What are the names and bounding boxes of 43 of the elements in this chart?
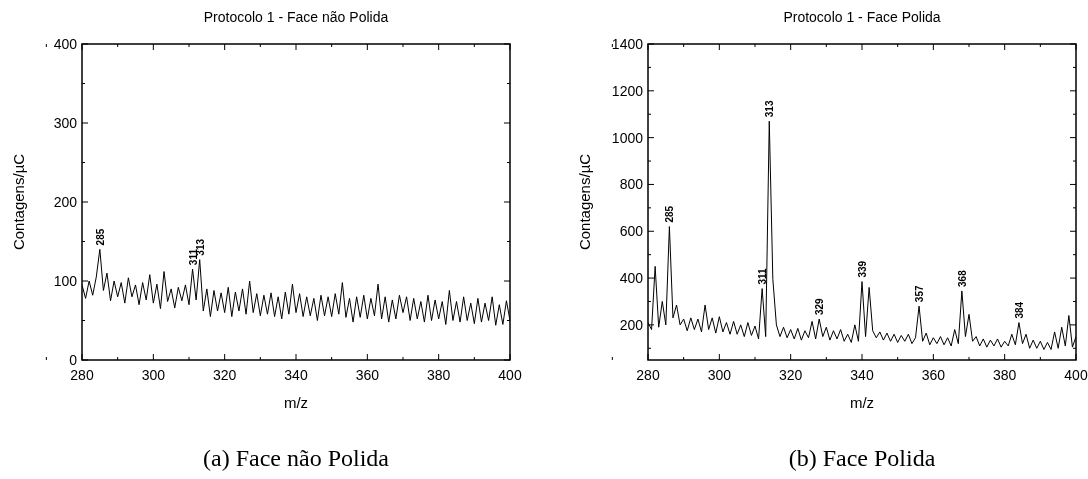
annotation: 285 [94, 228, 106, 246]
y-tick-label: 200 [619, 316, 644, 333]
x-tick-label: 300 [707, 367, 732, 383]
x-tick-label: 360 [355, 367, 380, 383]
y-tick-label: 100 [53, 273, 78, 289]
x-tick-label: 280 [70, 367, 94, 383]
x-tick-label: 280 [636, 367, 660, 383]
x-tick-label: 400 [498, 367, 522, 383]
y-tick-label: 1200 [611, 82, 644, 99]
chart-title: Protocolo 1 - Face não Polida [203, 9, 389, 25]
annotation: 285 [664, 205, 676, 223]
annotation: 329 [814, 297, 826, 316]
annotation: 357 [914, 285, 926, 303]
y-tick-label: 200 [53, 194, 78, 210]
y-tick-label: 1000 [611, 129, 644, 146]
y-tick-label: 800 [619, 176, 644, 193]
x-axis-title: m/z [849, 394, 875, 411]
annotation: 339 [857, 260, 868, 278]
x-tick-label: 300 [141, 367, 166, 383]
x-tick-label: 380 [426, 367, 451, 383]
x-tick-label: 360 [921, 367, 946, 383]
annotation: 313 [764, 100, 776, 118]
y-tick-label: 400 [53, 36, 78, 52]
annotation: 384 [1013, 301, 1025, 319]
annotation: 311 [757, 268, 769, 285]
chart-title: Protocolo 1 - Face Polida [783, 9, 941, 25]
x-tick-label: 400 [1064, 367, 1088, 383]
y-tick-label: 600 [619, 223, 644, 240]
y-tick-label: 400 [619, 270, 644, 287]
x-axis-title: m/z [283, 394, 309, 411]
y-axis-title: Contagens/µC [10, 153, 27, 251]
x-tick-label: 380 [992, 367, 1017, 383]
y-tick-label: 0 [69, 352, 78, 368]
x-tick-label: 320 [778, 367, 803, 383]
y-tick-label: 1400 [611, 36, 644, 52]
text: (a) Face não Polida [203, 445, 390, 471]
y-axis-title: Contagens/µC [576, 153, 593, 251]
y-tick-label: 300 [53, 115, 78, 131]
annotation: 368 [956, 269, 968, 287]
x-tick-label: 340 [850, 367, 874, 383]
x-tick-label: 320 [212, 367, 237, 383]
text: (b) Face Polida [788, 445, 936, 471]
x-tick-label: 340 [284, 367, 308, 383]
